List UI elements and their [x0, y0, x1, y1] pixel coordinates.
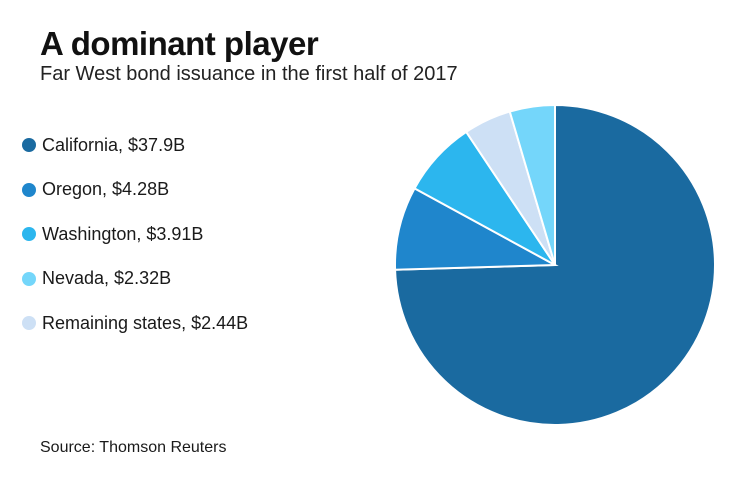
legend-label-california: California, $37.9B: [42, 134, 186, 155]
legend-item-remaining-states: Remaining states, $2.44B: [22, 301, 248, 346]
legend-swatch-oregon: [22, 182, 36, 197]
chart-title: A dominant player: [40, 25, 319, 62]
pie-slice-nevada: [508, 103, 556, 266]
chart-subtitle: Far West bond issuance in the first half…: [40, 63, 458, 85]
legend-label-washington: Washington, $3.91B: [42, 223, 204, 244]
legend-swatch-washington: [22, 227, 36, 242]
source-note: Source: Thomson Reuters: [40, 439, 227, 456]
legend-swatch-nevada: [22, 271, 36, 286]
legend-label-nevada: Nevada, $2.32B: [42, 268, 172, 289]
legend-item-washington: Washington, $3.91B: [22, 212, 248, 257]
legend-label-oregon: Oregon, $4.28B: [42, 179, 170, 200]
legend-swatch-california: [22, 138, 36, 153]
pie-slice-oregon: [394, 187, 559, 271]
legend-item-california: California, $37.9B: [22, 123, 248, 168]
legend-item-oregon: Oregon, $4.28B: [22, 168, 248, 213]
legend-swatch-remaining-states: [22, 316, 36, 331]
legend: California, $37.9B Oregon, $4.28B Washin…: [22, 123, 248, 346]
legend-label-remaining-states: Remaining states, $2.44B: [42, 312, 249, 333]
legend-item-nevada: Nevada, $2.32B: [22, 257, 248, 302]
